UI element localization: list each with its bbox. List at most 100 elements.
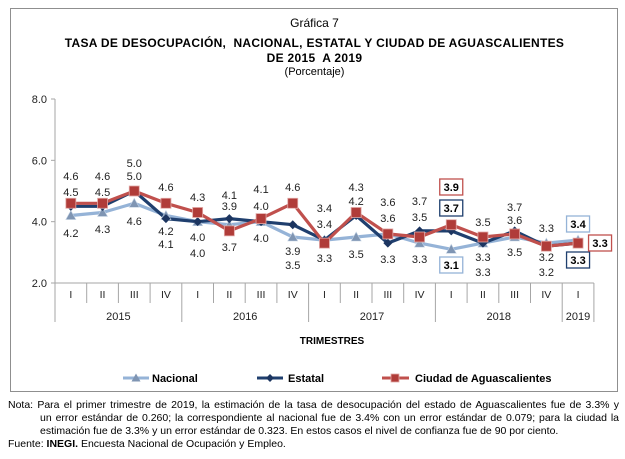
data-label: 4.3 [349, 182, 364, 194]
x-tick-label-quarter: I [69, 289, 72, 301]
marker-square [255, 213, 267, 225]
data-label: 4.6 [95, 171, 110, 183]
data-label: 4.6 [63, 171, 78, 183]
legend-label-nacional: Nacional [152, 373, 198, 385]
data-label: 3.3 [475, 267, 490, 279]
marker-triangle [445, 243, 457, 254]
x-tick-label-quarter: IV [415, 289, 425, 301]
marker-triangle [350, 231, 362, 242]
data-label: 3.2 [539, 267, 554, 279]
x-tick-label-quarter: IV [288, 289, 298, 301]
y-tick-label: 6.0 [32, 155, 47, 167]
data-label: 4.1 [253, 184, 268, 196]
data-label: 4.2 [158, 226, 173, 238]
data-label: 3.4 [317, 203, 332, 215]
marker-diamond [383, 238, 393, 248]
data-label: 3.5 [475, 217, 490, 229]
data-label: 3.6 [507, 215, 522, 227]
marker-diamond [224, 214, 234, 224]
data-label: 3.3 [570, 255, 585, 267]
marker-square [477, 231, 489, 243]
marker-square [97, 197, 108, 209]
boxed-label-frame [439, 256, 464, 274]
data-label: 3.3 [317, 253, 332, 265]
marker-square [192, 207, 204, 218]
note-line-2: un error estándar de 0.260; la correspon… [40, 412, 619, 424]
note-line-3: estimación fue de 3.3% y un error estánd… [40, 425, 559, 437]
data-label: 3.5 [349, 249, 364, 261]
data-labels: 4.2 4.3 4.6 4.2 4.0 3.9 4.0 3.5 3.4 3.5 3.6 3.3 3.1 3… [63, 158, 613, 279]
data-label: 3.5 [285, 260, 300, 272]
boxed-label-frame [587, 234, 613, 252]
legend-item-estatal: Estatal [257, 373, 324, 385]
source-line: Fuente: INEGI. Encuesta Nacional de Ocup… [8, 438, 286, 451]
legend-item-ciudad: Ciudad de Aguascalientes [382, 373, 552, 385]
legend-label-ciudad: Ciudad de Aguascalientes [415, 373, 552, 385]
marker-triangle [287, 231, 299, 242]
data-label: 4.1 [222, 190, 237, 202]
source-prefix: Fuente: [8, 438, 47, 450]
diamond-marker-icon [266, 374, 274, 382]
y-tick-label: 2.0 [32, 278, 47, 290]
data-label: 3.5 [507, 247, 522, 259]
data-label: 4.0 [253, 233, 268, 245]
data-label: 4.0 [253, 201, 268, 213]
triangle-marker-icon [131, 373, 141, 382]
chart-frame [10, 8, 618, 392]
marker-triangle [414, 237, 426, 248]
data-label: 3.7 [412, 196, 427, 208]
data-label: 3.3 [380, 254, 395, 266]
x-tick-label-quarter: I [577, 289, 580, 301]
data-label: 4.2 [63, 228, 78, 240]
data-label: 4.5 [63, 187, 78, 199]
data-label: 4.6 [127, 216, 142, 228]
marker-diamond [288, 220, 298, 230]
data-label: 3.9 [444, 182, 459, 194]
data-label: 3.7 [222, 242, 237, 254]
data-label: 3.5 [412, 212, 427, 224]
data-label: 3.3 [475, 252, 490, 264]
data-label: 3.4 [570, 219, 586, 231]
source-org: INEGI. [46, 438, 79, 450]
data-label: 4.3 [190, 192, 205, 204]
marker-square [445, 219, 457, 231]
x-tick-label-quarter: II [480, 289, 486, 301]
marker-triangle [65, 209, 77, 220]
x-tick-label-year: 2015 [106, 311, 130, 323]
x-tick-label-year: 2019 [566, 311, 590, 323]
x-tick-label-quarter: III [383, 289, 392, 301]
data-label: 3.9 [285, 246, 300, 258]
data-label: 3.3 [592, 238, 607, 250]
marker-square [350, 207, 362, 218]
x-tick-label-year: 2016 [233, 311, 257, 323]
x-tick-label-year: 2018 [487, 311, 511, 323]
x-axis-title: TRIMESTRES [300, 336, 365, 347]
data-label: 4.6 [158, 182, 173, 194]
x-tick-label-quarter: III [257, 289, 266, 301]
legend-label-estatal: Estatal [288, 373, 324, 385]
chart-subtitle: (Porcentaje) [284, 66, 345, 78]
marker-square [128, 185, 140, 197]
data-label: 3.7 [507, 202, 522, 214]
data-label: 4.2 [349, 196, 364, 208]
series-layer [65, 185, 584, 254]
axes: 2.04.06.08.0I II III IV I II III IV I II III IV I II I… [32, 94, 595, 323]
marker-square [319, 237, 330, 249]
data-label: 3.9 [222, 201, 237, 213]
data-label: 3.7 [444, 203, 459, 215]
data-label: 3.6 [380, 213, 395, 225]
x-tick-label-quarter: II [100, 289, 106, 301]
note-line-1: Nota: Para el primer trimestre de 2019, … [8, 399, 619, 411]
data-label: 4.3 [95, 224, 110, 236]
marker-square [540, 240, 552, 252]
x-tick-label-quarter: III [130, 289, 139, 301]
marker-square [223, 225, 235, 237]
data-label: 4.1 [158, 239, 173, 251]
x-tick-label-quarter: I [196, 289, 199, 301]
x-tick-label-year: 2017 [360, 311, 384, 323]
data-label: 4.0 [190, 232, 205, 244]
marker-diamond [193, 217, 203, 227]
marker-square [509, 228, 521, 240]
marker-square [382, 228, 394, 240]
data-label: 5.0 [127, 171, 142, 183]
